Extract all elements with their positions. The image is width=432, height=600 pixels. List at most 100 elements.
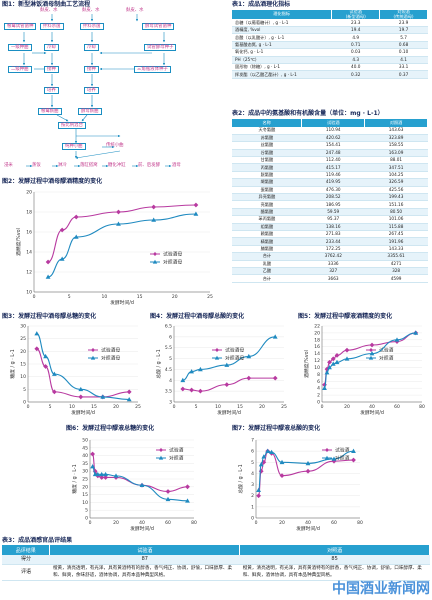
- y-tick-label: 25: [20, 336, 26, 342]
- cell-value: 271.83: [302, 230, 365, 237]
- x-tick-label: 60: [165, 520, 171, 526]
- x-tick-label: 0: [321, 404, 324, 410]
- y-axis-label: 糖度 / g · L-1: [71, 464, 78, 493]
- node-culture-2: 培养: [84, 87, 99, 94]
- row-label: 精氨酸: [232, 238, 302, 245]
- row-label: 脯氨酸: [232, 245, 302, 252]
- table1-caption: 表1：成品酒理化指标: [232, 1, 290, 8]
- x-axis-label: 发酵时间/d: [110, 299, 134, 306]
- data-point: [273, 376, 278, 381]
- cell-value: 323.89: [365, 134, 428, 141]
- row-label: 赖氨酸: [232, 230, 302, 237]
- cell-value: 143.33: [365, 245, 428, 252]
- node-cool-1: 冷却: [44, 44, 59, 51]
- row-label: 氧化钙, g · L-1: [232, 49, 332, 56]
- y-tick-label: 6.5: [165, 324, 172, 330]
- node-pure-koji: 纯种小曲: [62, 143, 86, 150]
- step-ferment: 前、后发酵: [138, 163, 160, 169]
- cell-value: 115.88: [365, 223, 428, 230]
- y-tick-label: 4.5: [165, 367, 172, 373]
- y-tick-label: 45: [82, 445, 88, 451]
- score-label: 得分: [2, 555, 50, 565]
- cell-value: 4.1: [380, 56, 428, 63]
- node-mix-sterilize-2: 拌料杀菌: [80, 23, 104, 30]
- row-label: PH（25℃）: [232, 56, 332, 63]
- table1-header: 理化指标: [232, 10, 332, 19]
- y-tick-label: 22: [314, 324, 320, 330]
- y-tick-label: 3: [251, 482, 254, 488]
- table-row: 氧化钙, g · L-1 0.03 0.10: [232, 49, 428, 56]
- cell-value: 19.7: [380, 27, 428, 34]
- table1: 理化指标 试验酒 (新型酒母) 对照酒 (传统酒母) 总糖（以葡萄糖计）, g …: [232, 10, 428, 79]
- table-row: 丝氨酸 154.41 158.55: [232, 142, 428, 149]
- y-axis-label: 总酸 / g · L-1: [155, 349, 162, 378]
- row-label: 氨基酸态氮, g · L-1: [232, 41, 332, 48]
- node-mix-sterilize-1: 拌料杀菌: [40, 23, 64, 30]
- cell-value: 4599: [365, 275, 428, 282]
- cell-value: 0.32: [332, 71, 380, 78]
- table-row: 丙氨酸 415.17 347.51: [232, 164, 428, 171]
- node-yeast-slant: 酵母试管菌种: [142, 23, 174, 30]
- x-axis-label: 发酵时间/d: [71, 409, 95, 416]
- table-row: 酒精度, %vol 19.4 19.7: [232, 27, 428, 34]
- cell-value: 151.16: [365, 201, 428, 208]
- x-tick-label: 20: [279, 520, 285, 526]
- legend-marker: [325, 448, 329, 452]
- table1-header: 试验酒 (新型酒母): [332, 10, 380, 19]
- cell-value: 40.0: [332, 64, 380, 71]
- cell-value: 415.17: [302, 164, 365, 171]
- cell-value: 0.37: [380, 71, 428, 78]
- table-row: 精氨酸 233.44 191.96: [232, 238, 428, 245]
- y-tick-label: 15: [20, 362, 26, 368]
- y-tick-label: 20: [26, 190, 32, 196]
- data-point: [259, 469, 264, 474]
- cell-value: 327: [302, 267, 365, 274]
- x-tick-label: 15: [137, 294, 143, 300]
- legend-label: 对照酒: [169, 455, 184, 462]
- node-flask-liquid-seed: 三角瓶液体种子: [134, 66, 171, 73]
- node-rhizopus-bran: 根霉麸曲: [38, 108, 62, 115]
- row-label: 缬氨酸: [232, 179, 302, 186]
- y-tick-label: 4: [317, 386, 320, 392]
- series-line: [93, 467, 188, 501]
- y-tick-label: 16: [314, 344, 320, 350]
- comment-label: 评语: [2, 565, 50, 581]
- y-axis-label: 酒精度/%vol: [15, 228, 22, 256]
- y-tick-label: 12: [314, 358, 320, 364]
- cell-value: 425.56: [365, 186, 428, 193]
- x-tick-label: 80: [419, 404, 425, 410]
- y-tick-label: 10: [20, 374, 26, 380]
- x-tick-label: 0: [89, 520, 92, 526]
- table-row: 挥发酯（以乙酸乙酯计）, g · L-1 0.32 0.37: [232, 71, 428, 78]
- cell-value: 112.40: [302, 157, 365, 164]
- row-label: 谷氨酸: [232, 149, 302, 156]
- y-tick-label: 5: [169, 356, 172, 362]
- row-label: 蛋氨酸: [232, 186, 302, 193]
- data-point: [151, 205, 156, 210]
- data-point: [351, 458, 356, 463]
- fig6-chart: 051015202530354045500 20 40 60 80发酵时间/d糖度 / …: [62, 432, 202, 537]
- legend-label: 试验酒: [169, 447, 184, 454]
- row-label: 合计: [232, 253, 302, 260]
- table-row: 组氨酸 138.16 115.88: [232, 223, 428, 230]
- legend-label: 对照酒母: [163, 259, 182, 266]
- table1-header: 对照酒 (传统酒母): [380, 10, 428, 19]
- table-row: 总糖（以葡萄糖计）, g · L-1 23.3 23.9: [232, 19, 428, 26]
- data-point: [74, 215, 79, 220]
- x-tick-label: 60: [331, 520, 337, 526]
- row-label: 乙酸: [232, 267, 302, 274]
- step-nest: 落缸搭窝: [80, 163, 98, 169]
- cell-value: 59.59: [302, 208, 365, 215]
- table-row: 酪氨酸 59.59 80.50: [232, 208, 428, 215]
- table-row: 得分 87 85: [2, 555, 430, 565]
- x-tick-label: 20: [113, 404, 119, 410]
- cell-value: 110.94: [302, 127, 365, 134]
- cell-value: 3336: [302, 260, 365, 267]
- cell-value: 33.1: [380, 64, 428, 71]
- x-tick-label: 20: [344, 404, 350, 410]
- x-tick-label: 0: [173, 404, 176, 410]
- table-row: 甘氨酸 112.40 88.01: [232, 157, 428, 164]
- y-tick-label: 2: [251, 493, 254, 499]
- x-tick-label: 20: [259, 404, 265, 410]
- table3-header: 试验酒: [50, 545, 240, 555]
